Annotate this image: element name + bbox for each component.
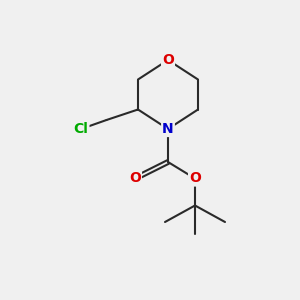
- Text: N: N: [162, 122, 174, 136]
- Text: O: O: [189, 172, 201, 185]
- Text: O: O: [162, 53, 174, 67]
- Text: Cl: Cl: [74, 122, 88, 136]
- Text: O: O: [129, 172, 141, 185]
